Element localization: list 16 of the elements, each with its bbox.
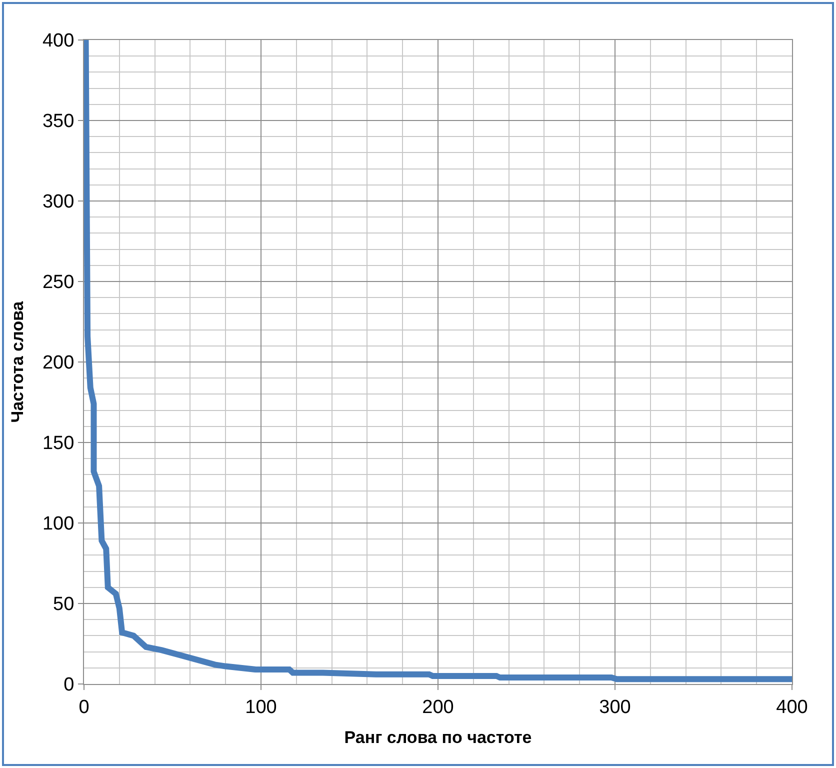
- x-tick-label: 300: [599, 696, 631, 718]
- y-tick-label: 400: [42, 30, 74, 52]
- y-tick-label: 150: [42, 433, 74, 454]
- x-axis-title: Ранг слова по частоте: [344, 728, 532, 748]
- y-tick-label: 50: [53, 594, 74, 616]
- y-tick-label: 100: [42, 514, 74, 535]
- y-axis-title: Частота слова: [8, 300, 28, 423]
- y-tick-label: 250: [42, 272, 74, 294]
- y-tick-label: 0: [64, 674, 74, 696]
- x-tick-label: 100: [245, 696, 277, 718]
- y-tick-label: 350: [42, 111, 74, 132]
- x-tick-label: 400: [776, 696, 808, 718]
- y-tick-label: 300: [42, 192, 74, 213]
- y-tick-label: 200: [42, 352, 74, 374]
- x-tick-label: 0: [78, 696, 90, 718]
- x-tick-label: 200: [422, 696, 454, 718]
